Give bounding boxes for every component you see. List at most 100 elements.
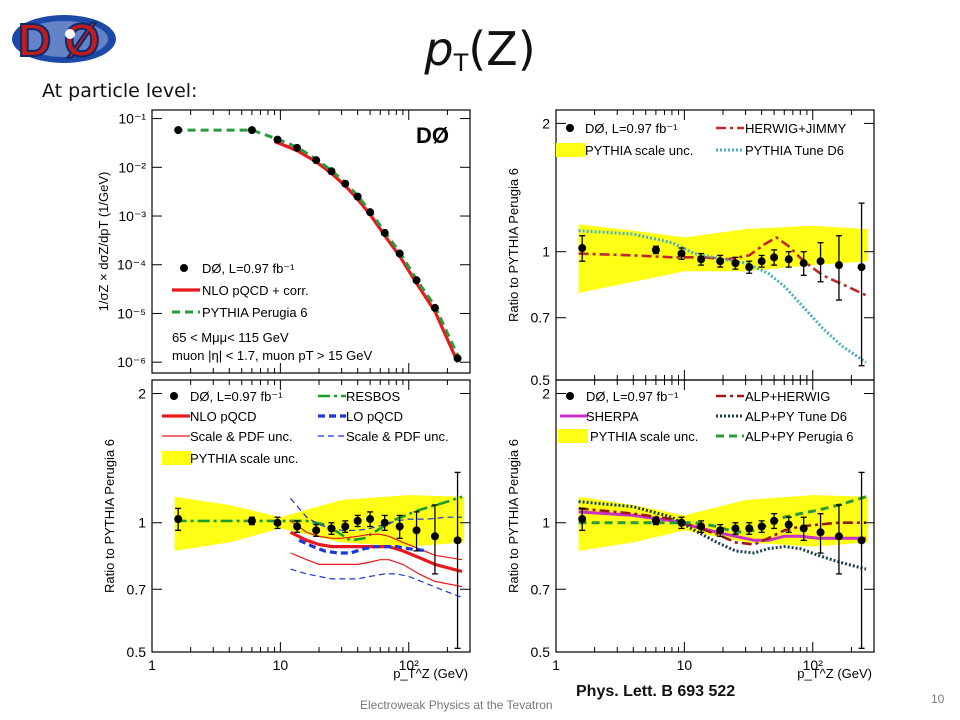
legend-label: PYTHIA scale unc. <box>190 451 298 466</box>
page-number: 10 <box>931 692 945 706</box>
panel-ratio-qcd: 2 1 0.7 0.5 Ratio to PYTHIA Perugia 6 1 10 10²p… <box>102 379 471 681</box>
y-axis-label: Ratio to PYTHIA Perugia 6 <box>506 439 521 593</box>
series-alpherwig <box>578 507 866 546</box>
data-point <box>578 515 587 524</box>
data-point <box>327 167 336 176</box>
legend-label: NLO pQCD <box>190 409 256 424</box>
x-tick-label: 10² <box>803 657 824 673</box>
series-alpd6 <box>578 500 867 571</box>
data-point <box>651 245 660 254</box>
y-tick-label: 0.5 <box>127 644 147 660</box>
legend-swatch <box>556 143 586 157</box>
data-point <box>312 526 321 535</box>
plot-frame <box>151 109 471 374</box>
legend-label: DØ, L=0.97 fb⁻¹ <box>586 389 679 404</box>
legend-swatch <box>558 429 588 443</box>
data-point <box>174 515 183 524</box>
y-axis-label: 1/σZ × dσZ/dpT (1/GeV) <box>96 172 111 312</box>
data-point <box>677 249 686 258</box>
data-point <box>799 259 808 268</box>
data-point <box>745 524 754 533</box>
x-axis-label: p_T^Z (GeV) <box>797 666 872 681</box>
plot-frame <box>151 379 471 653</box>
y-tick-label: 0.7 <box>531 581 551 597</box>
legend-label: LO pQCD <box>346 409 403 424</box>
series-lo <box>298 538 428 555</box>
series-nlo_unc <box>290 552 463 588</box>
x-tick-label: 1 <box>552 657 560 673</box>
legend-swatch <box>162 451 192 465</box>
data-point <box>745 263 754 272</box>
series-resbos <box>174 495 463 542</box>
legend-label: DØ, L=0.97 fb⁻¹ <box>190 389 283 404</box>
y-tick-label: 1 <box>138 515 146 531</box>
y-tick-label: 2 <box>542 115 550 131</box>
data-point <box>430 532 439 541</box>
data-point <box>327 524 336 533</box>
slide-title: pT(Z) <box>424 22 536 77</box>
slide-footer: Electroweak Physics at the Tevatron <box>360 698 553 712</box>
y-tick-label: 10⁻¹ <box>118 111 146 127</box>
data-point <box>731 524 740 533</box>
legend-label: PYTHIA scale unc. <box>585 143 693 158</box>
legend-label: HERWIG+JIMMY <box>745 121 847 136</box>
data-point <box>857 263 866 272</box>
data-point <box>412 526 421 535</box>
data-point <box>651 516 660 525</box>
d0-label: DØ <box>416 123 449 148</box>
data-point <box>816 528 825 537</box>
legend-generators: DØ, L=0.97 fb⁻¹ PYTHIA scale unc. HERWIG+J… <box>556 121 847 158</box>
svg-text:Ø: Ø <box>64 14 100 66</box>
y-tick-label: 1 <box>542 515 550 531</box>
data-point <box>293 522 302 531</box>
data-point <box>430 303 439 312</box>
plot-area <box>174 471 465 649</box>
data-point <box>770 253 779 262</box>
data-point <box>353 516 362 525</box>
y-tick-label: 10⁻³ <box>118 208 146 224</box>
plot-area <box>174 126 462 363</box>
x-tick-label: 10 <box>677 657 693 673</box>
data-point <box>453 354 462 363</box>
data-point <box>247 516 256 525</box>
legend-alpgen: DØ, L=0.97 fb⁻¹ SHERPA PYTHIA scale unc. AL… <box>558 389 854 444</box>
data-point <box>341 179 350 188</box>
legend-spectrum: DØ DØ, L=0.97 fb⁻¹ NLO pQCD + corr. PYTHIA … <box>172 123 449 363</box>
data-point <box>353 192 362 201</box>
data-point <box>697 522 706 531</box>
plot-frame <box>555 379 875 653</box>
legend-swatch <box>170 392 178 400</box>
data-point <box>247 126 256 135</box>
series-sherpa <box>578 510 866 542</box>
reference-citation: Phys. Lett. B 693 522 <box>576 683 736 700</box>
x-tick-label: 1 <box>148 657 156 673</box>
y-axis-label: Ratio to PYTHIA Perugia 6 <box>102 439 117 593</box>
legend-label: Scale & PDF unc. <box>190 429 293 444</box>
d0-logo: D Ø <box>12 13 116 67</box>
series-alpperugia <box>578 495 867 534</box>
legend-label: NLO pQCD + corr. <box>202 283 309 298</box>
data-point <box>453 536 462 545</box>
data-point <box>816 257 825 266</box>
plot-area <box>578 471 869 649</box>
legend-label: ALP+HERWIG <box>745 389 830 404</box>
y-tick-label: 0.7 <box>531 310 551 326</box>
data-point <box>757 257 766 266</box>
y-tick-label: 2 <box>138 385 146 401</box>
data-point <box>380 228 389 237</box>
series-nlo <box>289 530 463 574</box>
y-tick-label: 2 <box>542 385 550 401</box>
legend-swatch <box>566 124 574 132</box>
data-point <box>697 255 706 264</box>
data-point <box>677 518 686 527</box>
legend-label: ALP+PY Perugia 6 <box>745 429 854 444</box>
data-point <box>834 532 843 541</box>
data-point <box>731 259 740 268</box>
legend-qcd: DØ, L=0.97 fb⁻¹ NLO pQCD Scale & PDF unc. P… <box>162 389 449 466</box>
y-tick-label: 0.5 <box>531 644 551 660</box>
data-point <box>857 536 866 545</box>
annotation: 65 < Mμμ< 115 GeV <box>172 330 289 345</box>
data-point <box>412 276 421 285</box>
y-tick-label: 10⁻⁵ <box>117 305 146 321</box>
